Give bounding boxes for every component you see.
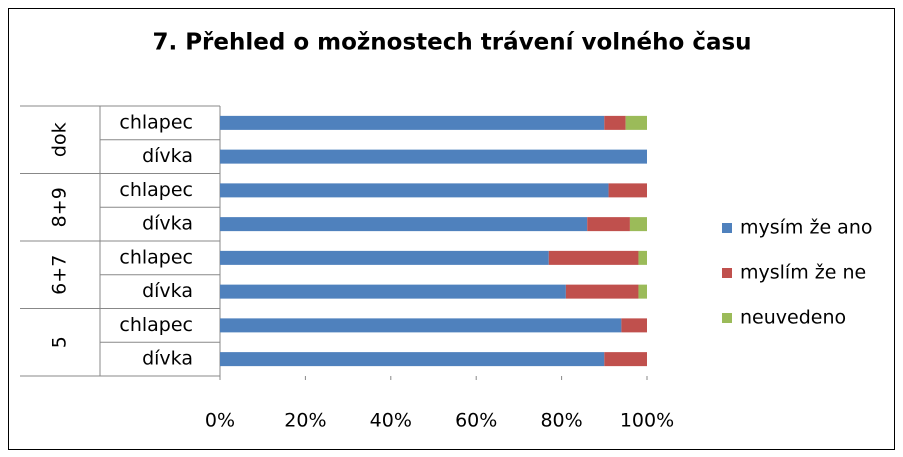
y-tick-label: dívka — [142, 145, 193, 167]
bar — [220, 284, 566, 299]
legend-swatch — [722, 313, 732, 323]
x-tick-label: 0% — [205, 410, 235, 432]
bar — [604, 352, 647, 367]
y-tick-label: dívka — [142, 280, 193, 302]
group-label: dok — [49, 122, 71, 157]
bar — [638, 284, 647, 299]
y-tick-label: dívka — [142, 213, 193, 235]
bar — [608, 183, 647, 198]
y-tick-label: chlapec — [119, 111, 193, 133]
y-tick-label: chlapec — [119, 179, 193, 201]
legend-label: mysím že ano — [740, 217, 873, 239]
group-label: 8+9 — [49, 187, 71, 227]
chart-title: 7. Přehled o možnostech trávení volného … — [152, 30, 751, 56]
y-tick-label: chlapec — [119, 246, 193, 268]
y-tick-label: dívka — [142, 348, 193, 370]
bar — [629, 217, 647, 232]
bar — [638, 250, 647, 265]
bar — [548, 250, 639, 265]
x-tick-label: 100% — [620, 410, 674, 432]
bar — [220, 250, 549, 265]
legend-label: myslím že ne — [740, 262, 866, 284]
x-tick-label: 80% — [540, 410, 582, 432]
x-tick-label: 20% — [284, 410, 326, 432]
bar — [220, 149, 647, 164]
bar — [220, 183, 609, 198]
x-tick-label: 40% — [370, 410, 412, 432]
bar — [625, 115, 647, 130]
bar — [621, 318, 647, 333]
bar — [565, 284, 639, 299]
group-label: 5 — [49, 336, 71, 348]
bar — [220, 352, 605, 367]
legend-label: neuvedeno — [740, 307, 846, 329]
bar — [604, 115, 626, 130]
bar — [220, 115, 605, 130]
x-tick-label: 60% — [455, 410, 497, 432]
bar — [587, 217, 630, 232]
y-tick-label: chlapec — [119, 314, 193, 336]
legend-swatch — [722, 223, 732, 233]
bar — [220, 217, 588, 232]
legend-swatch — [722, 268, 732, 278]
group-label: 6+7 — [49, 255, 71, 295]
bar — [220, 318, 622, 333]
